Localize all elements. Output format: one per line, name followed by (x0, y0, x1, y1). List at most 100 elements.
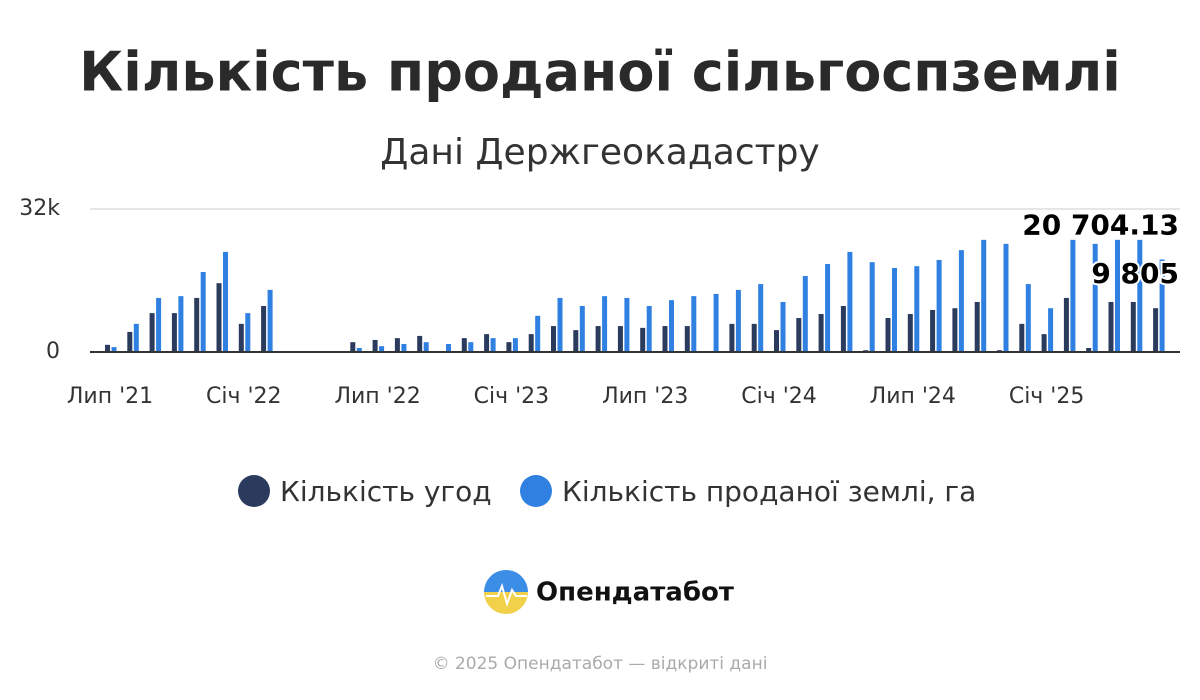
bar (446, 343, 451, 352)
bar (684, 326, 690, 352)
bar (1130, 301, 1136, 352)
bar (869, 262, 875, 352)
bar (111, 347, 117, 352)
bar (1153, 308, 1159, 352)
x-tick-label: Січ '22 (206, 384, 282, 409)
bar (379, 346, 385, 352)
legend-marker (238, 475, 270, 507)
bar (1086, 347, 1092, 352)
bar (528, 334, 534, 352)
data-label: 9 805 (1091, 257, 1179, 290)
bar (356, 347, 362, 352)
bar (892, 267, 897, 352)
legend-label: Кількість проданої землі, га (562, 475, 976, 508)
logo-text: Опендатабот (536, 578, 734, 608)
bar (774, 330, 779, 352)
x-tick-label: Лип '22 (334, 384, 420, 409)
bar (200, 272, 206, 352)
bar (156, 297, 162, 352)
y-tick-label: 0 (46, 339, 60, 364)
bar (885, 318, 891, 352)
x-tick-label: Січ '23 (474, 384, 550, 409)
bar (171, 313, 177, 352)
bar (1092, 243, 1098, 352)
bar (825, 263, 831, 352)
bar (238, 323, 244, 352)
bar (1019, 323, 1025, 352)
bar (669, 300, 674, 352)
bar (1025, 284, 1031, 352)
bar (350, 342, 356, 352)
x-tick-label: Січ '25 (1009, 384, 1085, 409)
bar (573, 330, 579, 352)
bar (133, 323, 139, 352)
bar (595, 326, 601, 352)
bar (557, 297, 563, 352)
bar (662, 326, 668, 352)
bar (394, 338, 400, 352)
bar (930, 309, 936, 352)
x-tick-label: Лип '24 (870, 384, 956, 409)
bar (245, 313, 251, 352)
bar (535, 315, 541, 352)
bar (640, 327, 646, 352)
bar (1041, 334, 1047, 352)
bar (780, 301, 786, 352)
bar (1108, 301, 1114, 352)
bar (1003, 243, 1009, 352)
bar (372, 339, 378, 352)
bar (713, 293, 719, 352)
bar (484, 334, 490, 352)
bar (401, 343, 407, 352)
bar (127, 331, 133, 352)
chart-subtitle: Дані Держгеокадастру (380, 132, 820, 173)
bar (847, 251, 853, 352)
x-tick-label: Лип '23 (602, 384, 688, 409)
chart-title: Кількість проданої сільгоспземлі (79, 41, 1121, 104)
x-tick-label: Січ '24 (741, 384, 817, 409)
bar (1070, 239, 1076, 352)
bar (758, 284, 764, 352)
bar (178, 296, 184, 352)
bar (914, 266, 920, 352)
bar (907, 314, 913, 352)
bar (981, 239, 987, 352)
bar (1115, 239, 1120, 352)
bar (461, 338, 467, 352)
bar (818, 314, 824, 352)
logo-pulse (486, 582, 527, 608)
bar (602, 296, 608, 352)
bar (506, 342, 512, 352)
bar (751, 323, 757, 352)
bar (735, 289, 741, 352)
legend-marker (520, 475, 552, 507)
bar (579, 305, 585, 352)
bar (974, 301, 980, 352)
bar (105, 344, 110, 352)
bar (223, 251, 228, 352)
bar (624, 297, 630, 352)
data-label: 20 704.13 (1022, 208, 1179, 241)
bar (551, 326, 556, 352)
bar (490, 338, 496, 352)
bar (216, 283, 222, 352)
bar (840, 305, 846, 352)
bar (468, 342, 474, 352)
bar (423, 342, 429, 352)
y-tick-label: 32k (19, 196, 60, 221)
logo-icon (484, 570, 528, 614)
bar (1137, 239, 1143, 352)
bar (691, 296, 697, 352)
bar (267, 289, 273, 352)
bar (952, 308, 958, 352)
bar (936, 259, 942, 352)
footer: © 2025 Опендатабот — відкриті дані (433, 654, 768, 674)
bar (1063, 297, 1069, 352)
bar (1048, 308, 1054, 352)
bar (617, 326, 623, 352)
bar (729, 323, 735, 352)
bar (1159, 259, 1165, 352)
legend-label: Кількість угод (280, 475, 492, 508)
bar (646, 305, 652, 352)
